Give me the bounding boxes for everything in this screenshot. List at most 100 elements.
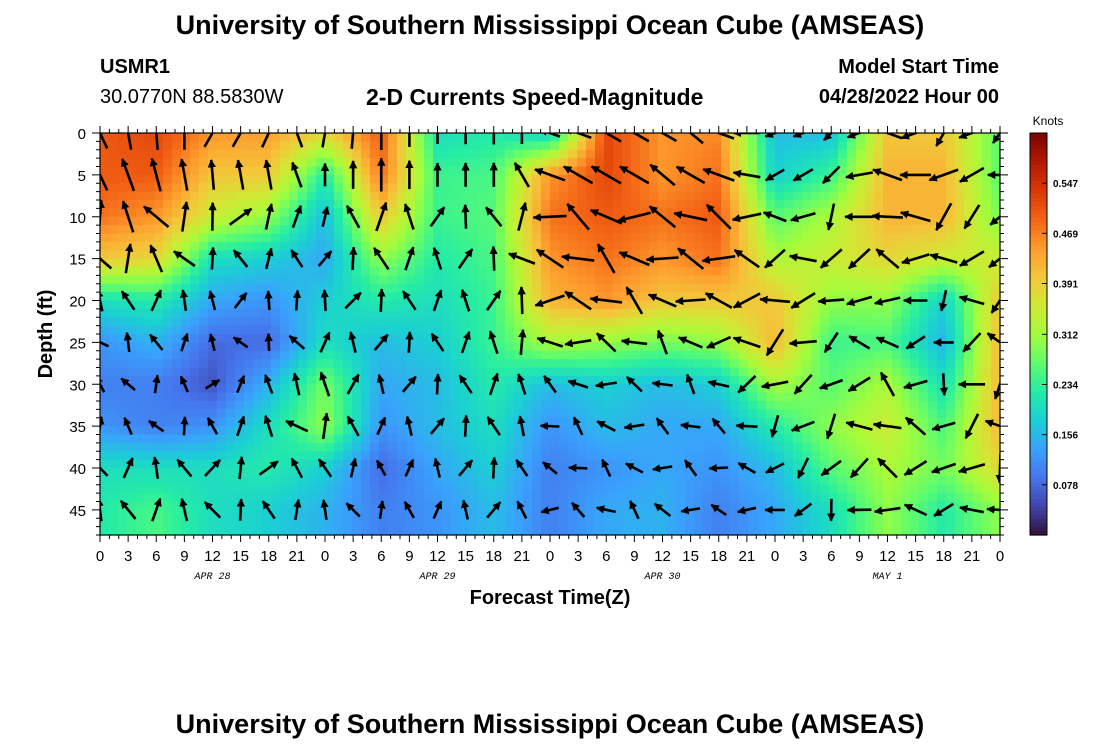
heat-cell [541,426,551,436]
heat-cell [631,359,641,369]
heat-cell [343,174,353,184]
heat-cell [271,191,281,201]
heat-cell [487,367,497,377]
heat-cell [577,191,587,201]
heat-cell [199,434,209,444]
heat-cell [586,392,596,402]
heat-cell [775,409,785,419]
heat-cell [784,258,794,268]
heat-cell [937,158,947,168]
heat-cell [541,300,551,310]
heat-cell [199,493,209,503]
heat-cell [883,241,893,251]
heat-cell [847,183,857,193]
heat-cell [748,225,758,235]
heat-cell [136,275,146,285]
heat-cell [658,158,668,168]
heat-cell [541,258,551,268]
heat-cell [703,317,713,327]
heat-cell [649,384,659,394]
heat-cell [631,442,641,452]
heat-cell [244,216,254,226]
heat-cell [505,342,515,352]
heat-cell [226,225,236,235]
heat-cell [136,149,146,159]
heat-cell [361,392,371,402]
heat-cell [910,501,920,511]
heat-cell [235,283,245,293]
heat-cell [820,426,830,436]
heat-cell [262,334,272,343]
heat-cell [973,509,983,519]
heat-cell [127,350,137,360]
heat-cell [586,509,596,519]
heat-cell [838,375,848,385]
heat-cell [352,342,362,352]
heat-cell [874,191,884,201]
heat-cell [865,183,875,193]
heat-cell [370,518,380,528]
heat-cell [901,141,911,151]
heat-cell [847,476,857,486]
heat-cell [415,518,425,528]
heat-cell [910,442,920,452]
heat-cell [685,384,695,394]
heat-cell [208,392,218,402]
heat-cell [874,292,884,302]
heat-cell [982,484,992,494]
heat-cell [739,325,749,335]
heat-cell [163,325,173,335]
heat-cell [865,526,875,535]
heat-cell [640,241,650,251]
heat-cell [172,275,182,285]
heat-cell [901,401,911,410]
heat-cell [784,350,794,360]
heat-cell [127,409,137,419]
heat-cell [253,325,263,335]
heat-cell [748,375,758,385]
heat-cell [298,233,308,243]
heat-cell [604,334,614,343]
heat-cell [451,409,461,419]
heat-cell [190,501,200,511]
heat-cell [271,493,281,503]
heat-cell [982,334,992,343]
heat-cell [793,484,803,494]
heat-cell [388,317,398,327]
heat-cell [964,258,974,268]
heat-cell [658,283,668,293]
heat-cell [640,191,650,201]
heat-cell [523,275,533,285]
heat-cell [838,300,848,310]
heat-cell [739,401,749,410]
current-arrow [518,328,527,356]
heat-cell [136,434,146,444]
heat-cell [874,350,884,360]
heat-cell [244,241,254,251]
heat-cell [676,325,686,335]
heat-cell [190,401,200,410]
heat-cell [343,493,353,503]
heat-cell [811,401,821,410]
heat-cell [199,501,209,511]
current-arrow [543,375,557,394]
heat-cell [748,334,758,343]
heat-cell [271,417,281,427]
heat-cell [451,208,461,218]
heat-cell [883,434,893,444]
heat-cell [541,241,551,251]
heat-cell [676,501,686,511]
heat-cell [721,459,731,469]
heat-cell [577,275,587,285]
heat-cell [505,442,515,452]
current-arrow [319,371,331,397]
heat-cell [910,292,920,302]
heat-cell [397,375,407,385]
heat-cell [604,183,614,193]
heat-cell [703,392,713,402]
heat-cell [685,493,695,503]
heat-cell [604,325,614,335]
heat-cell [712,183,722,193]
heat-cell [415,141,425,151]
heat-cell [550,334,560,343]
